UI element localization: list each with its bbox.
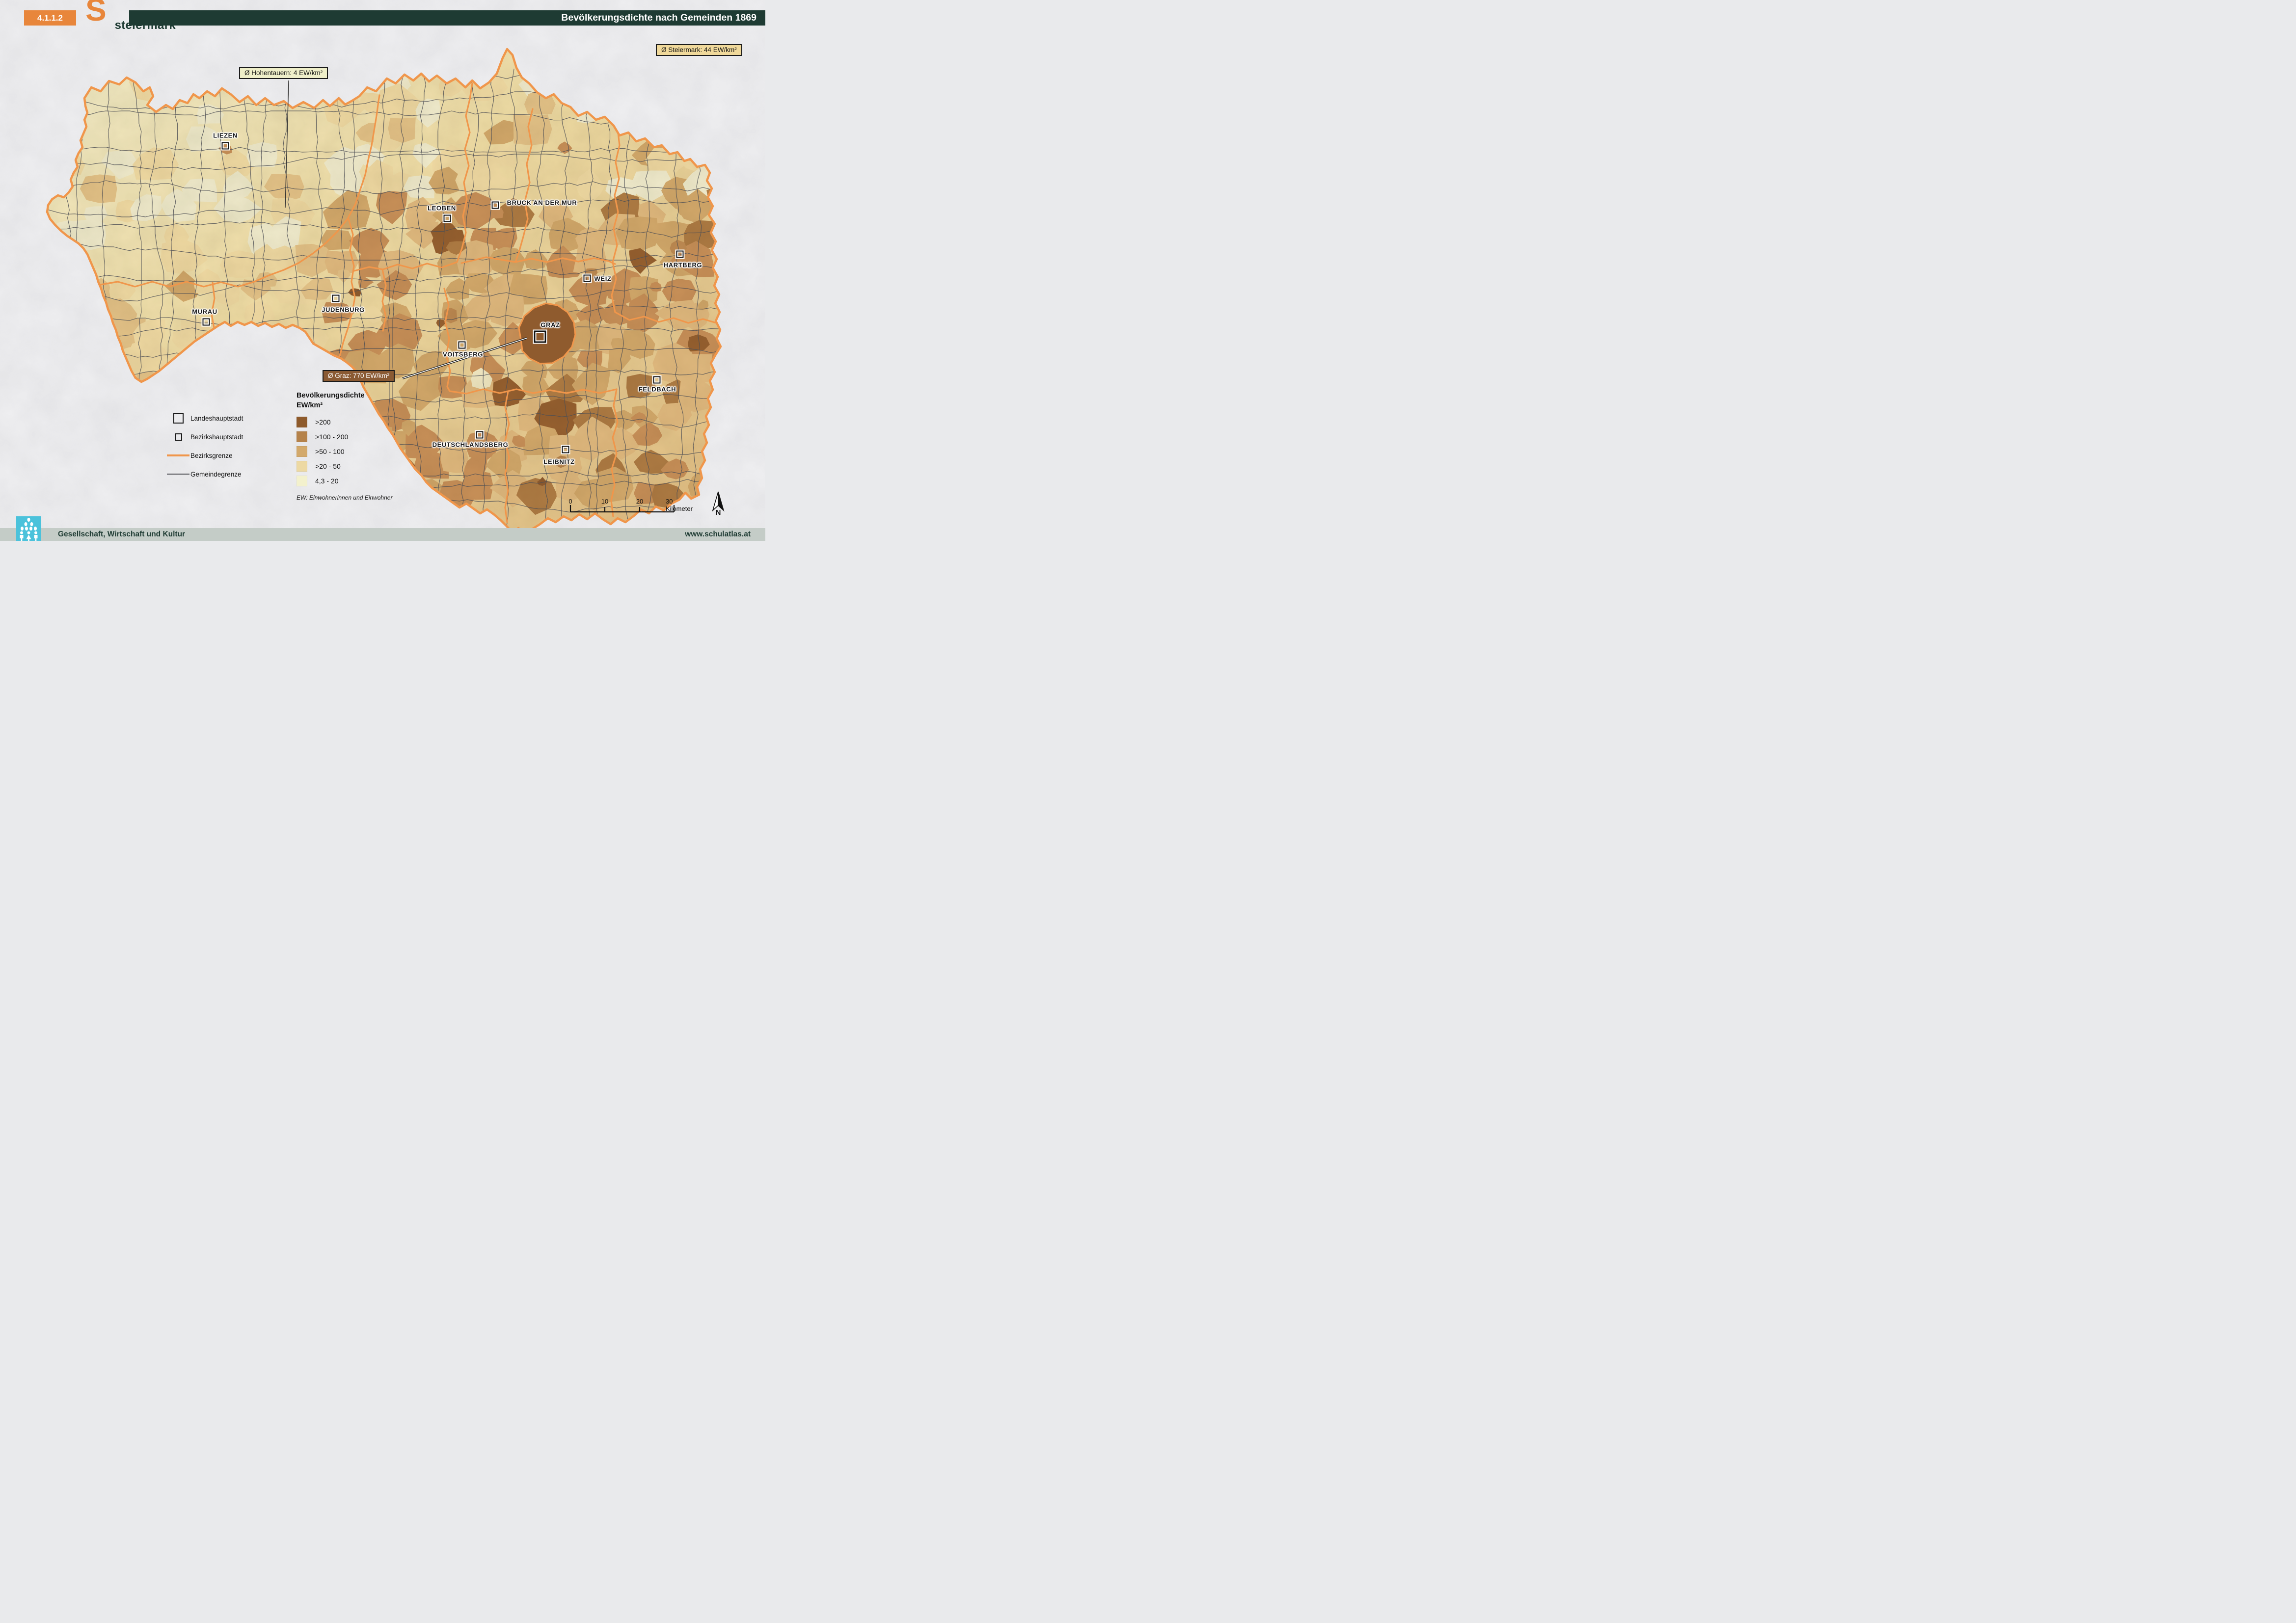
schulatlas-logo: S schulatlas steiermark (81, 0, 176, 38)
density-class-row: >20 - 50 (297, 459, 392, 474)
density-legend-unit: EW/km² (297, 401, 323, 410)
scalebar-label-10: 10 (601, 498, 609, 505)
footer-band (0, 528, 765, 541)
legend-symbols: Landeshauptstadt Bezirkshauptstadt Bezir… (166, 409, 243, 483)
density-footnote: EW: Einwohnerinnen und Einwohner (297, 494, 393, 501)
title-bar: Bevölkerungsdichte nach Gemeinden 1869 (129, 10, 765, 26)
density-class-label: >100 - 200 (315, 432, 349, 441)
density-class-label: >20 - 50 (315, 462, 341, 470)
page-title: Bevölkerungsdichte nach Gemeinden 1869 (561, 12, 756, 23)
graz-city-polygon (518, 302, 576, 365)
footer-category: Gesellschaft, Wirtschaft und Kultur (58, 530, 186, 538)
density-class-label: >50 - 100 (315, 447, 345, 455)
bezirkshauptstadt-symbol-icon (174, 433, 182, 441)
landeshauptstadt-symbol-icon (173, 413, 184, 424)
legend-row-bezirksgrenze: Bezirksgrenze (166, 446, 243, 465)
scalebar-label-30km: 30 Kilometer (666, 498, 693, 512)
logo-s-letter: S (85, 0, 107, 27)
callout-hohentauern: Ø Hohentauern: 4 EW/km² (239, 67, 328, 79)
legend-row-bezirkshauptstadt: Bezirkshauptstadt (166, 427, 243, 446)
scalebar-label-20: 20 (636, 498, 644, 505)
density-class-row: 4,3 - 20 (297, 474, 392, 488)
state-border (46, 48, 722, 535)
density-swatch (297, 416, 307, 427)
density-class-row: >200 (297, 415, 392, 429)
density-swatch (297, 460, 307, 472)
section-code: 4.1.1.2 (37, 13, 63, 23)
north-arrow-icon (712, 491, 725, 512)
bezirksgrenze-line-icon (167, 454, 189, 456)
styria-map (0, 0, 765, 541)
legend-row-gemeindegrenze: Gemeindegrenze (166, 465, 243, 483)
district-borders (100, 82, 717, 523)
legend-label: Bezirksgrenze (190, 452, 233, 459)
callout-leader-lines (285, 80, 527, 379)
graz-leader-line-inner (402, 338, 527, 379)
density-legend-title: Bevölkerungsdichte (297, 392, 365, 399)
callout-graz: Ø Graz: 770 EW/km² (323, 370, 395, 382)
scalebar-graphic (569, 505, 675, 513)
legend-density: Bevölkerungsdichte EW/km² >200 >100 - 20… (297, 391, 392, 501)
legend-label: Landeshauptstadt (190, 414, 243, 422)
density-swatch (297, 431, 307, 442)
footer-people-icon (16, 516, 41, 541)
north-label: N (715, 508, 721, 517)
atlas-page: 4.1.1.2 S schulatlas steiermark Bevölker… (0, 0, 765, 541)
density-class-row: >50 - 100 (297, 444, 392, 459)
footer-url: www.schulatlas.at (685, 530, 751, 538)
density-swatch (297, 446, 307, 457)
legend-label: Gemeindegrenze (190, 470, 242, 478)
legend-row-landeshauptstadt: Landeshauptstadt (166, 409, 243, 427)
density-class-label: >200 (315, 418, 331, 426)
density-class-label: 4,3 - 20 (315, 477, 339, 485)
scalebar-label-0: 0 (568, 498, 572, 505)
section-code-badge: 4.1.1.2 (24, 10, 76, 26)
density-class-row: >100 - 200 (297, 429, 392, 444)
hohentauern-leader-line (285, 80, 289, 208)
gemeindegrenze-line-icon (167, 473, 189, 475)
callout-steiermark: Ø Steiermark: 44 EW/km² (656, 44, 742, 56)
legend-label: Bezirkshauptstadt (190, 433, 243, 441)
density-swatch (297, 475, 307, 486)
